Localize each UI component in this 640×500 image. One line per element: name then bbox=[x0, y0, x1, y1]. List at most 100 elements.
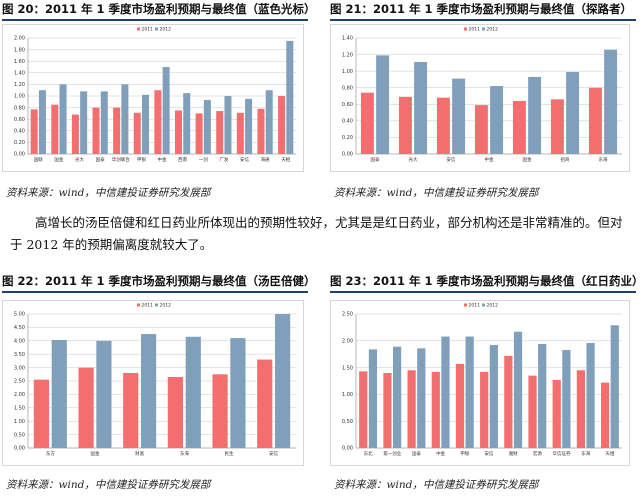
x-category-label: 招商 bbox=[561, 156, 570, 163]
bar-2011-民生 bbox=[212, 374, 228, 448]
bar-2012-湘财 bbox=[513, 331, 523, 448]
bar-2011-第一创业 bbox=[383, 372, 392, 448]
legend-swatch bbox=[137, 303, 140, 307]
bar-2012-华创联合 bbox=[121, 84, 129, 154]
bar-2011-安信 bbox=[480, 371, 489, 448]
x-category-label: 中金 bbox=[485, 156, 494, 163]
bar-2011-东方 bbox=[33, 379, 49, 448]
legend-swatch bbox=[482, 303, 485, 307]
bar-2011-中金 bbox=[474, 105, 488, 154]
legend-label: 2012 bbox=[487, 27, 499, 33]
y-tick-label: 0.00 bbox=[14, 152, 25, 158]
bar-2011-申银 bbox=[133, 112, 141, 154]
bar-2011-申银 bbox=[455, 363, 465, 448]
x-category-label: 宏源 bbox=[533, 450, 542, 457]
x-category-label: 华信证券 bbox=[553, 450, 571, 457]
x-category-label: 安信 bbox=[485, 450, 494, 457]
x-category-label: 中金 bbox=[436, 450, 445, 457]
chart-tanluzhe: 0.00 0.20 0.40 0.60 0.80 1.00 1.20 1.40 2011 2012… bbox=[330, 24, 630, 172]
source-note: 资料来源：wind，中信建投证券研究发展部 bbox=[334, 187, 539, 199]
legend-label: 2011 bbox=[142, 27, 154, 33]
bar-2011-中金 bbox=[154, 90, 162, 154]
y-tick-label: 1.00 bbox=[14, 94, 25, 100]
bar-2011-招商 bbox=[550, 99, 564, 154]
figure-title: 图 22：2011 年 1 季度市场盈利预期与最终值（汤臣倍健） bbox=[2, 274, 308, 288]
bar-2011-一创 bbox=[195, 113, 203, 154]
bar-2012-国金 bbox=[96, 340, 112, 448]
bar-2011-安信 bbox=[236, 112, 244, 154]
bar-2012-招商 bbox=[566, 71, 580, 154]
x-category-label: 民生 bbox=[225, 450, 234, 457]
y-tick-label: 5.00 bbox=[14, 312, 25, 318]
bar-2011-西南 bbox=[174, 110, 182, 154]
x-category-label: 国联 bbox=[34, 156, 43, 163]
x-category-label: 湘财 bbox=[509, 450, 518, 457]
bar-2012-安信 bbox=[275, 314, 291, 448]
bar-2012-安信 bbox=[452, 78, 466, 154]
bar-2012-中金 bbox=[162, 67, 170, 154]
legend-swatch bbox=[137, 27, 140, 31]
x-category-label: 安信 bbox=[240, 156, 249, 163]
bar-2012-中金 bbox=[441, 336, 450, 448]
chart-tangchen-beijian: 0.00 0.50 1.00 1.50 2.00 2.50 3.00 3.50 4.00 4.50… bbox=[2, 300, 304, 466]
bar-2011-安信 bbox=[436, 97, 450, 154]
y-tick-label: 0.40 bbox=[14, 129, 25, 135]
x-category-label: 国泰 bbox=[371, 156, 380, 163]
y-tick-label: 1.00 bbox=[14, 419, 25, 425]
y-tick-label: 0.40 bbox=[342, 119, 353, 125]
chart-hongri-yaoye: 0.00 0.50 1.00 1.50 2.00 2.50 2011 2012 东北 第一创业 国泰… bbox=[330, 300, 630, 466]
x-category-label: 东方 bbox=[46, 450, 55, 457]
bar-2012-国泰 bbox=[100, 91, 108, 154]
y-tick-label: 0.20 bbox=[342, 135, 353, 141]
y-tick-label: 2.00 bbox=[14, 392, 25, 398]
legend-swatch bbox=[155, 303, 158, 307]
y-tick-label: 1.40 bbox=[342, 36, 353, 42]
legend-swatch bbox=[464, 303, 467, 307]
y-tick-label: 0.50 bbox=[342, 419, 353, 425]
x-category-label: 财富 bbox=[135, 450, 144, 457]
figure-title-rule bbox=[2, 19, 308, 21]
legend-label: 2012 bbox=[487, 303, 499, 309]
bar-2012-光大 bbox=[80, 91, 88, 154]
bar-2011-海通 bbox=[257, 108, 265, 154]
bar-2012-东海 bbox=[185, 336, 201, 448]
bar-2011-中金 bbox=[431, 371, 440, 448]
x-category-label: 广发 bbox=[219, 156, 228, 163]
bar-2012-国金 bbox=[528, 76, 542, 154]
bar-2012-中金 bbox=[490, 86, 504, 154]
bar-2012-东北 bbox=[368, 349, 378, 448]
bar-2011-东海 bbox=[588, 87, 602, 154]
legend-label: 2011 bbox=[142, 303, 154, 309]
bar-2012-光大 bbox=[414, 62, 428, 154]
y-tick-label: 0.50 bbox=[14, 432, 25, 438]
bar-2011-国联 bbox=[30, 109, 38, 154]
legend-swatch bbox=[464, 27, 467, 31]
x-category-label: 申银 bbox=[460, 450, 469, 457]
figure-title: 图 23：2011 年 1 季度市场盈利预期与最终值（红日药业） bbox=[330, 274, 636, 288]
figure-title: 图 21：2011 年 1 季度市场盈利预期与最终值（探路者） bbox=[330, 2, 633, 16]
x-category-label: 光大 bbox=[409, 156, 418, 163]
x-category-label: 国泰 bbox=[412, 450, 421, 457]
x-category-label: 第一创业 bbox=[383, 450, 401, 457]
bar-2012-广发 bbox=[224, 96, 232, 154]
bar-2011-天相 bbox=[278, 96, 286, 154]
x-category-label: 海通 bbox=[261, 156, 270, 163]
figure-title: 图 20：2011 年 1 季度市场盈利预期与最终值（蓝色光标） bbox=[2, 2, 308, 16]
y-tick-label: 2.50 bbox=[14, 379, 25, 385]
bar-2012-一创 bbox=[203, 100, 211, 154]
y-tick-label: 1.20 bbox=[14, 82, 25, 88]
y-tick-label: 0.60 bbox=[342, 102, 353, 108]
source-note: 资料来源：wind，中信建投证券研究发展部 bbox=[334, 479, 539, 491]
bar-2011-天相 bbox=[600, 382, 610, 448]
y-tick-label: 0.00 bbox=[342, 152, 353, 158]
y-tick-label: 0.20 bbox=[14, 140, 25, 146]
y-tick-label: 1.20 bbox=[342, 52, 353, 58]
figure-title-rule bbox=[2, 291, 308, 293]
bar-2011-国泰 bbox=[407, 370, 416, 448]
source-note: 资料来源：wind，中信建投证券研究发展部 bbox=[6, 479, 211, 491]
bar-2012-东海 bbox=[604, 49, 618, 154]
bar-2011-宏源 bbox=[528, 375, 537, 448]
y-tick-label: 2.50 bbox=[342, 312, 353, 318]
bar-2012-天相 bbox=[610, 325, 619, 448]
y-tick-label: 0.80 bbox=[14, 105, 25, 111]
